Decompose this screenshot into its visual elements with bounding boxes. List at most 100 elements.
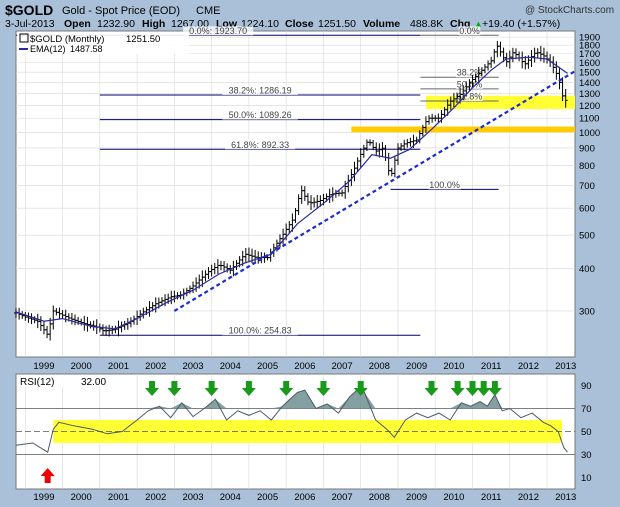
rsi-x-tick-label: 2000: [71, 492, 92, 503]
sell-signal-arrow-icon: [145, 381, 160, 396]
rsi-line: [15, 389, 568, 453]
close-value: 1251.50: [318, 18, 356, 30]
sell-signal-arrow-icon: [465, 381, 480, 396]
rsi-x-tick-label: 2004: [220, 492, 241, 503]
price-x-tick-label: 2008: [369, 361, 390, 372]
chg-value: +19.40 (+1.57%): [482, 18, 560, 30]
rsi-x-tick-label: 2010: [443, 492, 464, 503]
price-tick-label: 800: [579, 161, 595, 172]
fib-label-bg: [428, 180, 461, 190]
rsi-tick-label: 50: [581, 427, 592, 438]
rsi-x-tick-label: 1999: [33, 492, 54, 503]
symbol-title: $GOLD: [5, 2, 53, 18]
volume-label: Volume: [363, 18, 400, 30]
rsi-tick-label: 70: [581, 404, 592, 415]
fib-label-bg: [455, 92, 483, 102]
fib-retracements: 0.0%: 1923.70 38.2%: 1286.19 50.0%: 1089.2…: [16, 26, 499, 336]
open-label: Open: [64, 18, 91, 30]
fib-label-bg: [183, 26, 254, 36]
buy-signal-arrow-icon: [40, 468, 55, 483]
fib-label-bg: [222, 326, 298, 336]
rsi-overbought-fill: [16, 390, 568, 409]
ema-line: [15, 56, 568, 330]
price-x-tick-label: 2011: [481, 361, 501, 372]
sell-signal-arrow-icon: [167, 381, 182, 396]
price-tick-label: 1900: [579, 33, 600, 44]
fib-label: 100.0%: [429, 180, 460, 190]
rsi-y-axis: 10 30 50 70 90: [581, 381, 592, 484]
price-tick-label: 1200: [579, 101, 600, 112]
fib-label: 61.8%: 892.33: [231, 140, 289, 150]
rsi-legend-box: [17, 375, 117, 387]
price-x-tick-label: 2005: [257, 361, 278, 372]
price-tick-label: 900: [579, 143, 595, 154]
price-tick-label: 1000: [579, 128, 600, 139]
price-x-tick-label: 2004: [220, 361, 241, 372]
legend-ema-label: EMA(12): [30, 44, 66, 54]
price-y-axis: 300 400 500 600 700 800 900 1000 1100 12001300140…: [579, 33, 600, 318]
legend-ema-value: 1487.58: [70, 44, 103, 54]
price-x-tick-label: 2006: [294, 361, 315, 372]
price-legend-box: [17, 32, 189, 54]
rsi-legend-value: 32.00: [81, 377, 106, 388]
price-x-axis: 1999 2000 2001 2002 2003 2004 2005 2006 2007 2008…: [33, 361, 576, 372]
legend-bar-icon: [19, 33, 29, 43]
price-x-tick-label: 2009: [406, 361, 427, 372]
fib-label-bg: [224, 140, 296, 150]
price-tick-label: 700: [579, 181, 595, 192]
price-tick-label: 300: [579, 306, 595, 317]
rsi-x-tick-label: 2013: [555, 492, 576, 503]
fib-label: 0.0%: 1923.70: [189, 26, 247, 36]
rsi-x-axis: 1999 2000 2001 2002 2003 2004 2005 2006 2007 2008…: [33, 492, 576, 503]
rsi-tick-label: 90: [581, 381, 592, 392]
price-x-tick-label: 2012: [518, 361, 539, 372]
sell-signal-arrow-icon: [476, 381, 491, 396]
price-tick-label: 1400: [579, 78, 600, 89]
rsi-x-tick-label: 2005: [257, 492, 278, 503]
rsi-x-tick-label: 2009: [406, 492, 427, 503]
price-tick-label: 1300: [579, 89, 600, 100]
quote-date: 3-Jul-2013: [5, 18, 55, 30]
sell-signal-arrow-icon: [279, 381, 294, 396]
price-x-tick-label: 2001: [108, 361, 129, 372]
price-x-tick-label: 2003: [182, 361, 203, 372]
sell-signal-arrow-icon: [241, 381, 256, 396]
up-arrow-icon: ▲: [474, 19, 483, 29]
price-x-tick-label: 2002: [145, 361, 166, 372]
rsi-x-tick-label: 2008: [369, 492, 390, 503]
open-value: 1232.90: [97, 18, 135, 30]
exchange-label: CME: [196, 5, 220, 17]
price-tick-label: 1100: [579, 114, 599, 125]
fib-label-bg: [222, 86, 298, 96]
rsi-x-tick-label: 2011: [481, 492, 501, 503]
rsi-legend-label: RSI(12): [20, 377, 54, 388]
fib-label: 50.0%: 1089.26: [229, 110, 292, 120]
price-x-tick-label: 2010: [443, 361, 464, 372]
price-tick-label: 1800: [579, 41, 600, 52]
fib-label-bg: [458, 26, 481, 36]
fib-label: 0.0%: [459, 26, 480, 36]
fib-label-bg: [222, 110, 298, 120]
sell-signal-arrow-icon: [353, 381, 368, 396]
rsi-x-tick-label: 2002: [145, 492, 166, 503]
high-label: High: [142, 18, 165, 30]
legend-price-value: 1251.50: [126, 34, 160, 45]
price-tick-label: 1500: [579, 68, 600, 79]
price-x-tick-label: 2013: [555, 361, 576, 372]
fib-label-bg: [455, 68, 483, 78]
price-x-tick-label: 2007: [332, 361, 353, 372]
rsi-x-tick-label: 2003: [182, 492, 203, 503]
price-tick-label: 1600: [579, 58, 600, 69]
price-x-tick-label: 2000: [71, 361, 92, 372]
symbol-name: Gold - Spot Price (EOD): [62, 5, 180, 17]
rsi-x-tick-label: 2006: [294, 492, 315, 503]
rsi-x-tick-label: 2012: [518, 492, 539, 503]
price-tick-label: 1700: [579, 49, 600, 60]
rsi-x-tick-label: 2001: [108, 492, 129, 503]
fib-label: 38.2%: [457, 68, 483, 78]
price-zone-yellow: [425, 95, 575, 110]
price-tick-label: 600: [579, 204, 595, 215]
price-zone-orange: [351, 126, 575, 133]
price-x-tick-label: 1999: [33, 361, 54, 372]
